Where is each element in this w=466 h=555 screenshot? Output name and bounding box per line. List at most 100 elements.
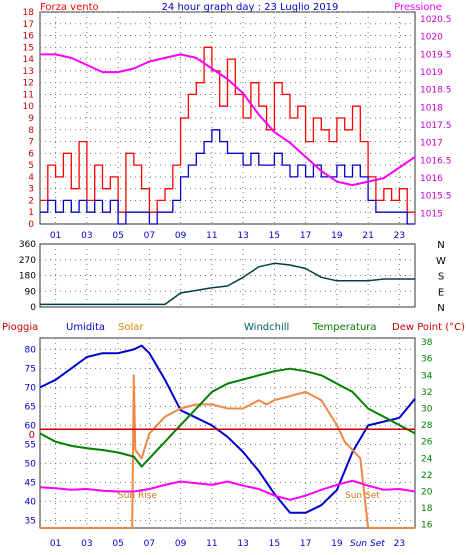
y-left-tick-label: 10 (23, 102, 35, 112)
y-right-tick-label: 1018 (420, 103, 443, 113)
wind-pressure-chart: 012345678910111213141516171810151015.510… (23, 8, 452, 241)
legend-rain: Pioggia (2, 322, 38, 333)
y-right-tick-label: 36 (421, 355, 433, 365)
wind-direction-series-line (40, 262, 415, 306)
x-tick-label: 07 (144, 539, 155, 549)
y-left-tick-label: 80 (25, 345, 37, 355)
x-tick-label: 15 (269, 539, 280, 549)
x-tick-label: 23 (394, 231, 405, 241)
y-right-tick-label: 20 (421, 487, 433, 497)
umidita-series-line (39, 344, 416, 514)
y-left-tick-label: 3 (28, 185, 34, 195)
temperature-humidity-chart: 35 40 45 50 55 60 65 70 75 80 16 18 20 22 24 26 28 30 32 34… (25, 337, 433, 549)
x-tick-label: 07 (144, 231, 155, 241)
legend-windchill: Windchill (244, 322, 289, 333)
solar-series-line (40, 374, 415, 529)
x-tick-label: 03 (81, 231, 92, 241)
x-tick-label: 21 (362, 231, 373, 241)
y-right-tick-label: 1016.5 (420, 156, 452, 166)
y-right-tick-label: 1020 (420, 33, 443, 43)
y-left-tick-label: 6 (28, 149, 34, 159)
x-tick-label: 15 (269, 231, 280, 241)
x-tick-label: 01 (50, 539, 61, 549)
y-right-tick-label: 24 (421, 454, 433, 464)
y-right-tick-label: 1017 (420, 139, 443, 149)
wind-force-series-line (40, 46, 415, 213)
legend-dewpoint: Dew Point (°C) (392, 322, 465, 333)
compass-label: W (436, 256, 446, 267)
y-left-tick-label: 55 (25, 440, 36, 450)
legend-solar: Solar (118, 322, 144, 333)
y-tick-label: 90 (25, 287, 37, 297)
y-left-tick-label: 8 (28, 126, 34, 136)
compass-label: E (438, 287, 444, 298)
plot-frame (39, 11, 416, 225)
x-tick-label: 13 (237, 231, 248, 241)
pressure-series-line (40, 53, 416, 187)
y-left-tick-label: 14 (23, 55, 35, 65)
y-left-tick-label: 11 (23, 90, 34, 100)
sun-rise-label: Sun Rise (118, 491, 157, 501)
y-left-tick-label: 45 (25, 478, 36, 488)
y-right-tick-label: 1019.5 (420, 50, 452, 60)
y-left-tick-label: 50 (25, 459, 37, 469)
y-left-tick-label: 40 (25, 497, 37, 507)
y-left-tick-label: 0 (28, 220, 34, 230)
compass-label: S (438, 272, 444, 283)
y-left-tick-label: 15 (23, 43, 34, 53)
pressure-title: Pressione (394, 2, 442, 13)
compass-label: N (437, 303, 444, 314)
y-right-tick-label: 1018.5 (420, 86, 452, 96)
y-left-tick-label: 17 (23, 20, 34, 30)
y-left-tick-label: 1 (28, 208, 34, 218)
x-tick-label: 11 (206, 539, 217, 549)
x-tick-label: 13 (237, 539, 248, 549)
x-tick-label: 19 (331, 539, 343, 549)
x-tick-label: 01 (50, 231, 61, 241)
y-left-tick-label: 35 (25, 516, 36, 526)
y-right-tick-label: 1016 (420, 174, 443, 184)
y-left-tick-label: 75 (25, 364, 36, 374)
x-tick-label: 09 (175, 539, 187, 549)
y-left-tick-label: 12 (23, 79, 34, 89)
y-right-tick-label: 1015.5 (420, 192, 452, 202)
compass-label: N (437, 240, 444, 251)
y-right-tick-label: 1019 (420, 68, 443, 78)
wind-force-title: Forza vento (40, 2, 99, 13)
y-right-tick-label: 32 (421, 388, 432, 398)
y-left-tick-label: 2 (28, 196, 34, 206)
x-tick-label: 05 (112, 231, 123, 241)
y-right-tick-label: 1017.5 (420, 121, 452, 131)
y-left-tick-label: 13 (23, 67, 34, 77)
y-left-tick-label: 4 (28, 173, 34, 183)
y-left-tick-label: 60 (25, 421, 37, 431)
y-right-tick-label: 38 (421, 338, 433, 348)
y-left-tick-label: 9 (28, 114, 34, 124)
date-title: 24 hour graph day : 23 Luglio 2019 (162, 2, 339, 13)
plot-frame (39, 243, 416, 308)
x-tick-label: 11 (206, 231, 217, 241)
x-tick-label: 17 (300, 231, 311, 241)
y-right-tick-label: 28 (421, 421, 433, 431)
legend-humidity: Umidita (66, 322, 105, 333)
y-left-tick-label: 65 (25, 402, 36, 412)
dew-point-series-line (39, 479, 416, 501)
y-left-tick-label: 7 (28, 138, 34, 148)
x-tick-label: 05 (112, 539, 123, 549)
y-tick-label: 360 (19, 240, 36, 250)
x-tick-label: 23 (394, 539, 405, 549)
sun-set-label: Sun Set (345, 491, 380, 501)
x-tick-label: 09 (175, 231, 187, 241)
x-tick-label: 03 (81, 539, 92, 549)
y-left-tick-label: 18 (23, 8, 35, 18)
y-right-tick-label: 26 (421, 438, 433, 448)
temperatura-series-line (39, 367, 416, 468)
y-tick-label: 0 (30, 303, 36, 313)
rain-zero-label: 0 (29, 430, 35, 441)
y-right-tick-label: 16 (421, 521, 433, 531)
y-right-tick-label: 18 (421, 504, 433, 514)
y-right-tick-label: 1020.5 (420, 15, 452, 25)
